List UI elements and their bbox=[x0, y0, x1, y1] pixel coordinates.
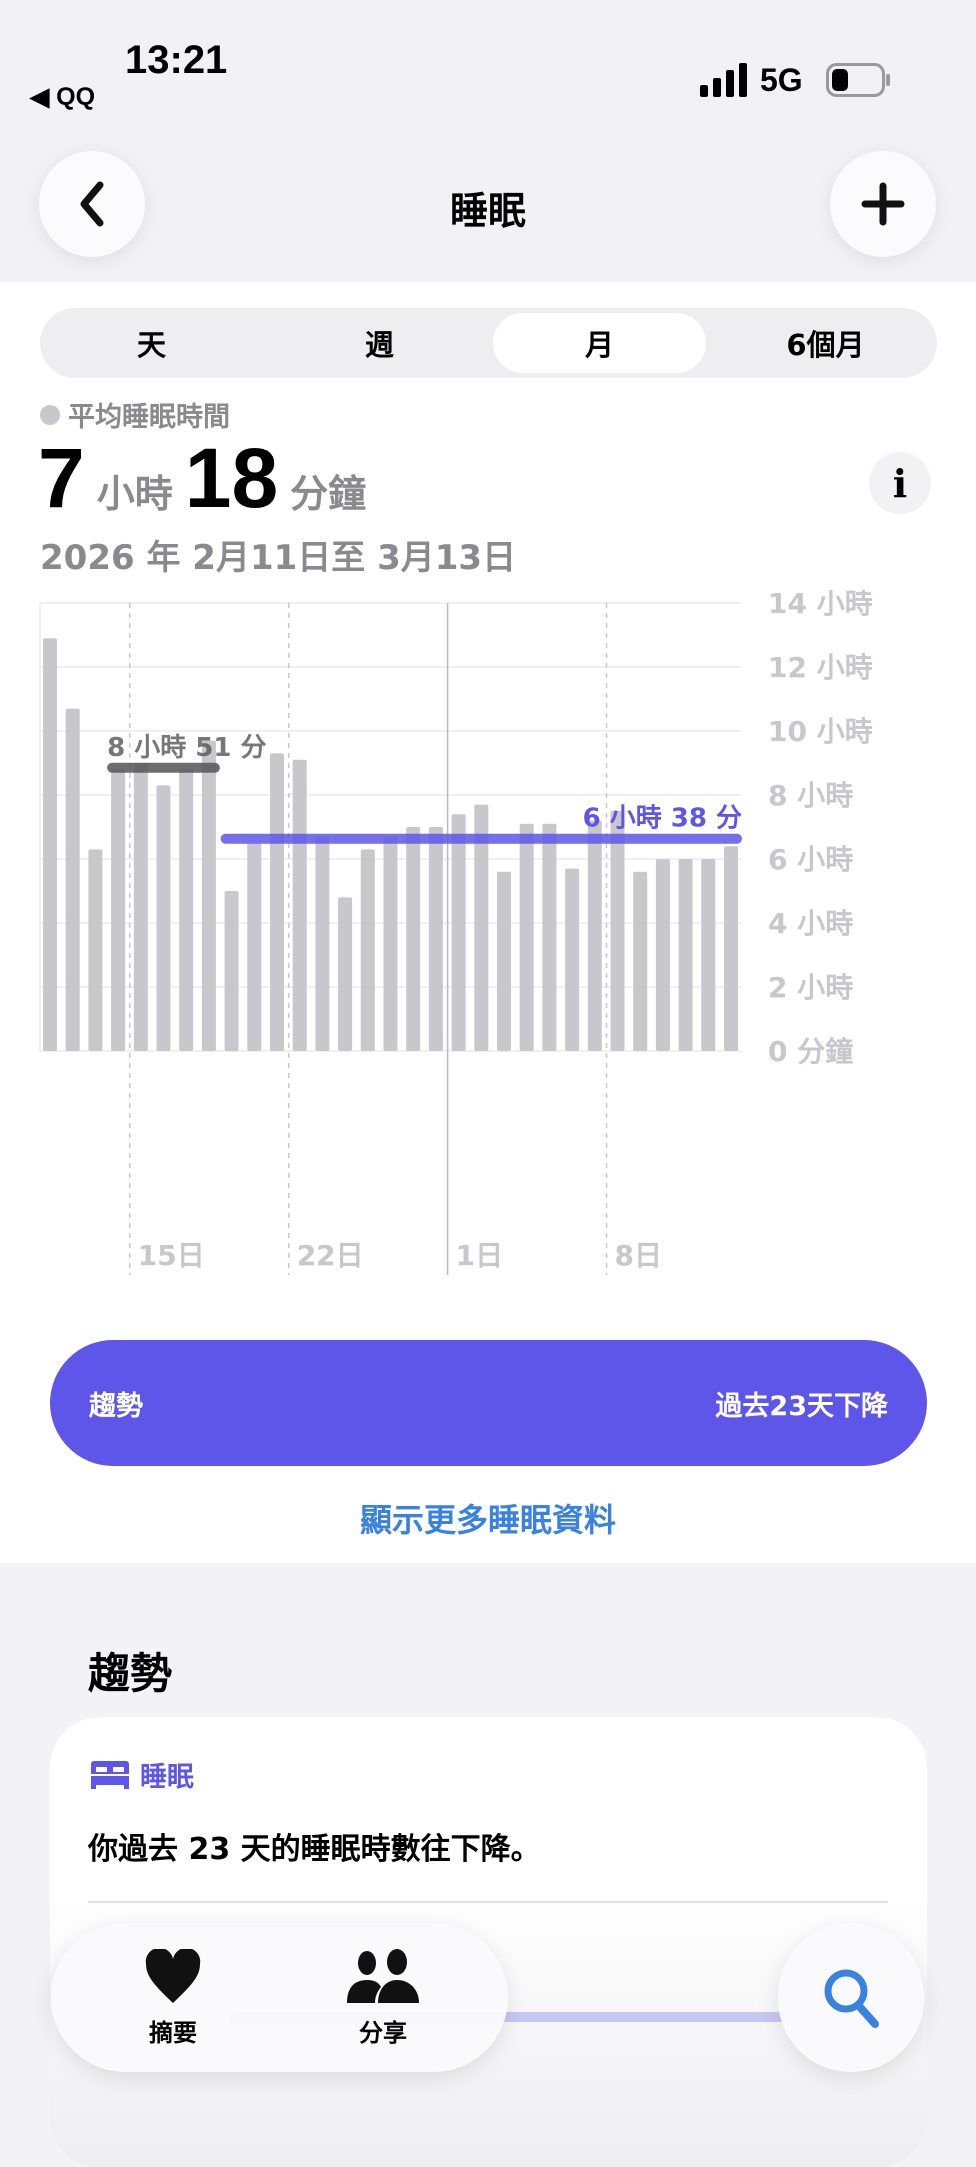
tab-summary-label: 摘要 bbox=[149, 2019, 197, 2047]
trend-label: 趨勢 bbox=[89, 1390, 143, 1422]
tab-sharing-label: 分享 bbox=[359, 2019, 407, 2047]
people-icon bbox=[347, 1949, 419, 2003]
y-tick-label: 14 小時 bbox=[768, 590, 873, 620]
date-range: 2026 年 2月11日至 3月13日 bbox=[40, 538, 517, 578]
back-button[interactable] bbox=[39, 151, 145, 257]
bar-2/19 bbox=[224, 891, 239, 1051]
trend-card-category: 睡眠 bbox=[90, 1755, 194, 1794]
segment-week[interactable]: 週 bbox=[364, 328, 394, 362]
bar-3/5 bbox=[542, 823, 557, 1051]
y-tick-label: 8 小時 bbox=[768, 779, 853, 812]
show-more-sleep-data-link[interactable]: 顯示更多睡眠資料 bbox=[359, 1501, 616, 1539]
bar-2/14 bbox=[111, 769, 126, 1051]
search-button[interactable] bbox=[778, 1923, 924, 2072]
bar-2/24 bbox=[338, 897, 353, 1051]
bar-2/17 bbox=[179, 769, 194, 1051]
bar-2/23 bbox=[315, 836, 330, 1051]
bar-2/25 bbox=[360, 849, 375, 1051]
hours-unit: 小時 bbox=[96, 472, 173, 516]
sleep-bar-chart[interactable]: 14 小時 12 小時 10 小時 8 小時 6 小時 4 小時 2 小時 0 分鐘 15日 22… bbox=[0, 590, 976, 1290]
trend-button[interactable]: 趨勢 過去23天下降 bbox=[50, 1340, 927, 1466]
y-tick-label: 2 小時 bbox=[768, 971, 853, 1004]
bar-2/11 bbox=[43, 638, 57, 1051]
legend-label: 平均睡眠時間 bbox=[68, 402, 230, 433]
minutes-value: 18 bbox=[184, 431, 279, 525]
x-tick-label: 22日 bbox=[297, 1239, 364, 1272]
bar-2/26 bbox=[383, 836, 398, 1051]
bar-2/20 bbox=[247, 843, 262, 1051]
trend-card-text: 你過去 23 天的睡眠時數往下降。 bbox=[88, 1832, 541, 1867]
bar-3/9 bbox=[633, 871, 648, 1051]
bar-2/18 bbox=[201, 740, 216, 1051]
bar-3/1 bbox=[451, 814, 466, 1051]
chart-legend: 平均睡眠時間 bbox=[40, 395, 230, 434]
bar-3/8 bbox=[610, 811, 625, 1051]
bar-3/6 bbox=[565, 868, 580, 1051]
period-segmented-control: 天 週 月 6個月 bbox=[40, 308, 937, 378]
y-tick-label: 10 小時 bbox=[768, 715, 873, 748]
info-icon: i bbox=[892, 460, 908, 506]
add-button[interactable] bbox=[830, 151, 936, 257]
y-tick-label: 4 小時 bbox=[768, 907, 853, 940]
segment-6-months[interactable]: 6個月 bbox=[786, 328, 865, 362]
bar-2/22 bbox=[292, 759, 307, 1051]
y-tick-label: 6 小時 bbox=[768, 843, 853, 876]
bar-2/13 bbox=[88, 849, 103, 1051]
chevron-left-icon bbox=[80, 181, 104, 227]
bar-3/4 bbox=[519, 823, 534, 1051]
y-tick-label: 12 小時 bbox=[768, 651, 873, 684]
bar-2/15 bbox=[133, 763, 148, 1051]
bar-3/11 bbox=[678, 859, 693, 1051]
bar-2/12 bbox=[65, 708, 80, 1051]
battery-icon bbox=[826, 63, 890, 97]
average-sleep-value: 7 小時 18 分鐘 bbox=[38, 430, 378, 527]
bar-3/7 bbox=[587, 820, 602, 1051]
segment-day[interactable]: 天 bbox=[136, 328, 166, 362]
segment-month[interactable]: 月 bbox=[493, 313, 706, 373]
back-to-app-link[interactable]: ◀ QQ bbox=[30, 83, 96, 111]
plus-icon bbox=[861, 182, 905, 226]
bar-2/16 bbox=[156, 785, 171, 1051]
average-label: 8 小時 51 分 bbox=[107, 733, 266, 763]
hours-value: 7 bbox=[38, 431, 85, 525]
x-tick-label: 1日 bbox=[456, 1239, 503, 1272]
header-background bbox=[0, 0, 976, 282]
bed-icon bbox=[91, 1760, 129, 1789]
bar-3/12 bbox=[701, 859, 716, 1051]
trend-card-category-label: 睡眠 bbox=[140, 1762, 194, 1793]
network-type: 5G bbox=[760, 62, 803, 98]
tab-summary[interactable]: 摘要 bbox=[98, 1949, 248, 2048]
average-label: 6 小時 38 分 bbox=[583, 804, 742, 834]
signal-icon bbox=[700, 63, 747, 97]
page-title: 睡眠 bbox=[449, 189, 526, 233]
status-time: 13:21 bbox=[125, 38, 228, 82]
legend-dot bbox=[40, 404, 60, 425]
trend-value: 過去23天下降 bbox=[715, 1390, 888, 1422]
search-icon bbox=[824, 1969, 879, 2028]
bar-3/3 bbox=[497, 871, 511, 1051]
y-tick-label: 0 分鐘 bbox=[768, 1035, 853, 1068]
bar-2/27 bbox=[406, 827, 421, 1051]
bar-2/28 bbox=[428, 827, 443, 1051]
bar-3/13 bbox=[724, 846, 738, 1051]
bar-3/10 bbox=[655, 859, 670, 1051]
card-divider bbox=[88, 1901, 888, 1903]
bar-3/2 bbox=[474, 804, 489, 1051]
x-tick-label: 8日 bbox=[615, 1239, 662, 1272]
tab-bar: 摘要 分享 bbox=[51, 1923, 508, 2072]
bar-2/21 bbox=[270, 753, 284, 1051]
heart-icon bbox=[145, 1949, 201, 2003]
tab-sharing[interactable]: 分享 bbox=[308, 1949, 458, 2048]
info-button[interactable]: i bbox=[869, 452, 931, 514]
minutes-unit: 分鐘 bbox=[290, 472, 367, 516]
trends-heading: 趨勢 bbox=[88, 1649, 173, 1698]
x-tick-label: 15日 bbox=[138, 1239, 205, 1272]
